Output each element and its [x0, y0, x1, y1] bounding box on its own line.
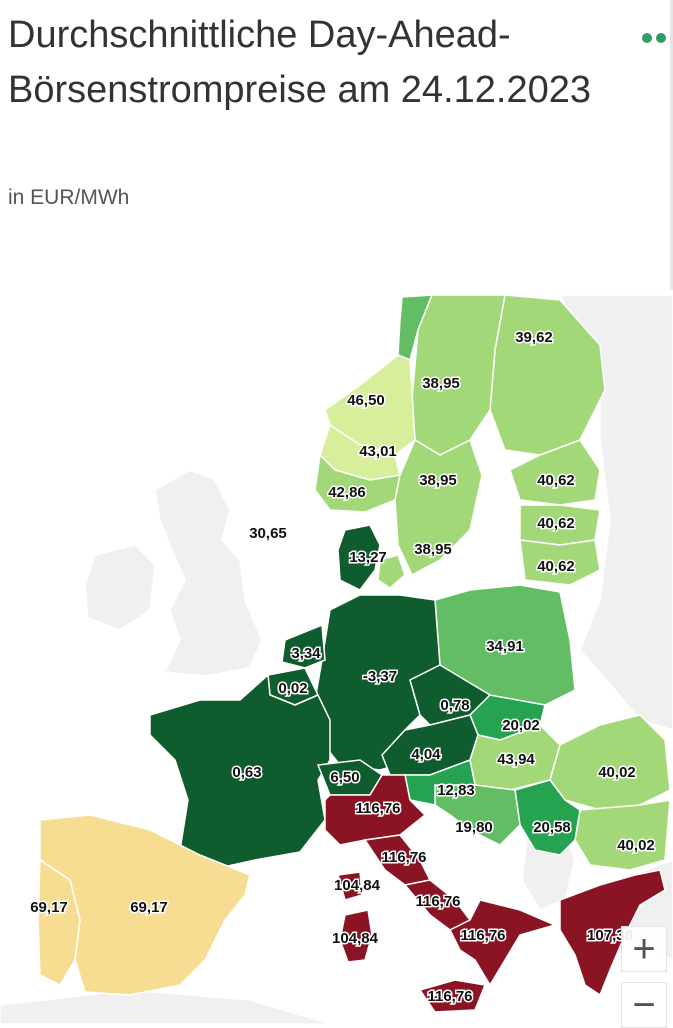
price-label-bg: 40,02 [617, 837, 655, 854]
IT-SUD-shape [448, 899, 558, 987]
NL-shape [281, 623, 326, 669]
unit-label: in EUR/MWh [8, 186, 130, 209]
RO-shape [549, 714, 671, 811]
PT-shape [37, 858, 81, 986]
price-label-hu: 43,94 [497, 751, 535, 768]
SI-shape [404, 758, 476, 806]
price-label-lv: 40,62 [537, 558, 575, 575]
price-label-no3: 46,50 [347, 392, 385, 409]
price-label-it-sard2: 104,84 [332, 930, 379, 947]
price-label-it-cs: 116,76 [415, 893, 460, 910]
LV-shape [519, 539, 601, 586]
price-label-rs: 20,58 [533, 819, 571, 836]
DK1-shape [337, 524, 381, 591]
price-label-dk1: 13,27 [349, 549, 387, 566]
price-label-it-sici: 116,76 [427, 988, 472, 1005]
price-label-cz: 0,78 [440, 697, 469, 714]
price-label-se1: 39,62 [515, 329, 553, 346]
price-label-se2: 38,95 [419, 472, 457, 489]
price-label-ee: 40,62 [537, 515, 575, 532]
price-label-de: -3,37 [363, 668, 397, 685]
page-title: Durchschnittliche Day-Ahead-Börsenstromp… [8, 14, 591, 111]
zoom-out-button[interactable]: − [621, 982, 667, 1028]
IT-SICI-shape [418, 979, 487, 1013]
HR-shape [434, 784, 521, 846]
price-labels: 39,62 38,95 46,50 43,01 38,95 40,62 40,62 42,86… [29, 327, 657, 1006]
IT-SARD2-shape [339, 909, 373, 963]
price-label-pl: 34,91 [486, 638, 524, 655]
FI-shape [509, 439, 601, 506]
price-label-no5: 43,01 [359, 443, 397, 460]
zoom-in-button[interactable]: + [621, 926, 667, 972]
price-label-pt: 69,17 [30, 899, 68, 916]
price-label-hr: 19,80 [455, 819, 493, 836]
price-label-ro: 40,02 [598, 764, 636, 781]
scrollbar[interactable] [670, 0, 673, 290]
price-label-gb: 30,65 [249, 525, 287, 542]
price-label-be: 0,02 [278, 680, 307, 697]
price-label-ch: 6,50 [330, 769, 359, 786]
price-label-sk: 20,02 [502, 717, 540, 734]
price-label-se3: 38,95 [414, 541, 452, 558]
FR-shape [149, 673, 331, 871]
more-options-icon[interactable] [642, 33, 666, 43]
IT-SARD-shape [337, 871, 363, 901]
dot [642, 33, 652, 43]
background-land [0, 294, 673, 1024]
price-label-no2: 42,86 [328, 484, 366, 501]
country-shapes [37, 294, 671, 1013]
price-label-es: 69,17 [130, 899, 168, 916]
price-label-nl: 3,34 [291, 645, 321, 662]
price-label-it-sud: 116,76 [460, 927, 505, 944]
ireland-shape [84, 544, 156, 631]
dot [656, 33, 666, 43]
price-label-it-n: 116,76 [355, 800, 400, 817]
BG-shape [574, 799, 671, 871]
price-label-it-sard: 104,84 [334, 877, 381, 894]
uk-shape [154, 469, 263, 677]
price-label-no4: 38,95 [422, 375, 460, 392]
RS-shape [514, 779, 581, 856]
price-label-at: 4,04 [411, 746, 441, 763]
DK2-shape [377, 554, 406, 589]
price-label-it-cn: 116,76 [381, 849, 426, 866]
price-label-si: 12,83 [437, 782, 475, 799]
africa-shape [0, 989, 331, 1024]
IT-N-shape [324, 774, 427, 846]
price-label-fi: 40,62 [537, 472, 575, 489]
SE3-shape [394, 438, 483, 577]
price-label-fr: 0,63 [232, 764, 261, 781]
east-europe-shape [558, 294, 673, 731]
